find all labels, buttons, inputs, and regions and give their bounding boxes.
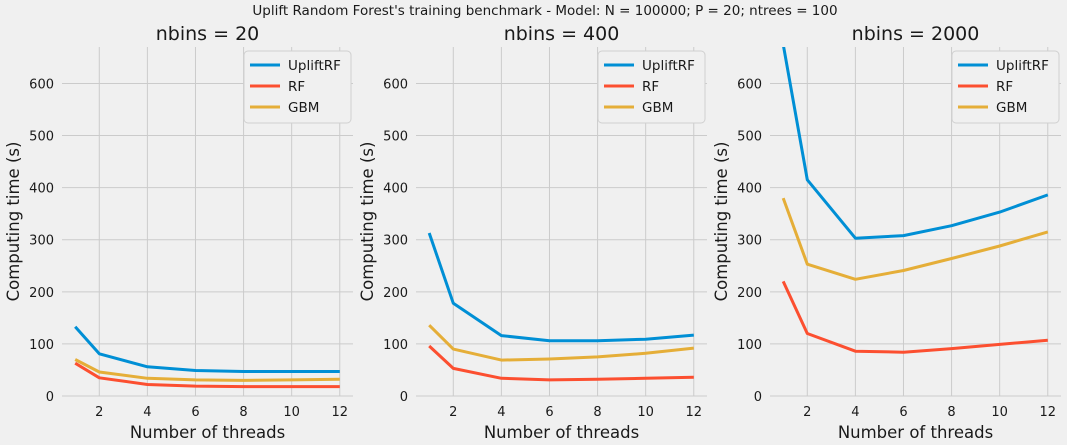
y-tick-label: 300 [29,234,54,249]
y-axis-label: Computing time (s) [712,142,731,302]
legend: UpliftRF RF GBM [951,50,1060,124]
x-tick-label: 8 [239,405,247,420]
y-tick-label: 100 [383,338,408,353]
x-tick-label: 10 [637,405,654,420]
y-tick-label: 600 [383,77,408,92]
series-line-upliftrf [74,325,340,373]
x-tick-label: 6 [191,405,199,420]
x-tick-label: 4 [497,405,505,420]
legend-label-upliftrf: UpliftRF [996,58,1049,74]
x-tick-label: 4 [851,405,859,420]
y-tick-label: 0 [400,390,408,405]
legend-label-gbm: GBM [642,100,673,116]
x-tick-label: 4 [143,405,151,420]
legend-box [951,50,1060,124]
series-line-gbm [781,197,1049,281]
y-tick-label: 500 [737,130,762,145]
chart-panel-1: 2 4 6 8 10 12 0 100 200 300 400 500 600 nbins = 20 Num… [4,23,353,442]
series-line-rf [74,361,340,389]
series-line-gbm [428,324,694,362]
series-line-gbm [74,358,340,382]
y-tick-label: 400 [383,182,408,197]
x-tick-label: 12 [1039,405,1056,420]
y-tick-label: 200 [383,286,408,301]
y-tick-label: 0 [46,390,54,405]
x-tick-label: 8 [593,405,601,420]
y-tick-label: 0 [754,390,762,405]
y-tick-label: 300 [383,234,408,249]
x-tick-label: 6 [545,405,553,420]
legend-label-upliftrf: UpliftRF [642,58,695,74]
legend-label-gbm: GBM [288,100,319,116]
chart-panel-2: 2 4 6 8 10 12 0 100 200 300 400 500 600 nbins = 400 Nu… [358,23,707,442]
legend: UpliftRF RF GBM [597,50,706,124]
series-line-rf [781,280,1048,354]
y-tick-label: 200 [29,286,54,301]
y-tick-label: 500 [383,130,408,145]
x-tick-label: 12 [685,405,702,420]
series-line-upliftrf [782,47,1049,240]
x-axis-label: Number of threads [130,423,285,442]
chart-title: nbins = 400 [504,23,620,45]
x-axis-label: Number of threads [484,423,639,442]
y-tick-label: 500 [29,130,54,145]
y-axis-label: Computing time (s) [4,142,23,302]
x-tick-label: 6 [899,405,907,420]
y-tick-label: 600 [737,77,762,92]
x-tick-label: 2 [449,405,457,420]
legend-label-gbm: GBM [996,100,1027,116]
x-axis-label: Number of threads [838,423,993,442]
series-lines [74,325,340,389]
y-tick-label: 200 [737,286,762,301]
legend-box [243,50,352,124]
figure-suptitle: Uplift Random Forest's training benchmar… [252,3,837,19]
y-axis-label: Computing time (s) [358,142,377,302]
y-tick-label: 400 [737,182,762,197]
y-tick-label: 400 [29,182,54,197]
x-tick-label: 2 [95,405,103,420]
x-tick-label: 8 [947,405,955,420]
chart-panel-3: 2 4 6 8 10 12 0 100 200 300 400 500 600 nbins = 2000 N… [712,23,1061,442]
y-tick-label: 100 [29,338,54,353]
y-tick-label: 100 [737,338,762,353]
legend: UpliftRF RF GBM [243,50,352,124]
x-tick-label: 12 [331,405,348,420]
series-lines [781,47,1049,354]
series-line-upliftrf [427,232,694,343]
y-tick-label: 600 [29,77,54,92]
x-tick-label: 10 [283,405,300,420]
x-tick-label: 10 [991,405,1008,420]
legend-box [597,50,706,124]
chart-title: nbins = 20 [156,23,260,45]
legend-label-rf: RF [288,79,305,95]
legend-label-rf: RF [996,79,1013,95]
series-lines [427,232,694,382]
legend-label-rf: RF [642,79,659,95]
x-tick-label: 2 [803,405,811,420]
series-line-rf [428,344,694,382]
chart-title: nbins = 2000 [852,23,980,45]
y-tick-label: 300 [737,234,762,249]
legend-label-upliftrf: UpliftRF [288,58,341,74]
